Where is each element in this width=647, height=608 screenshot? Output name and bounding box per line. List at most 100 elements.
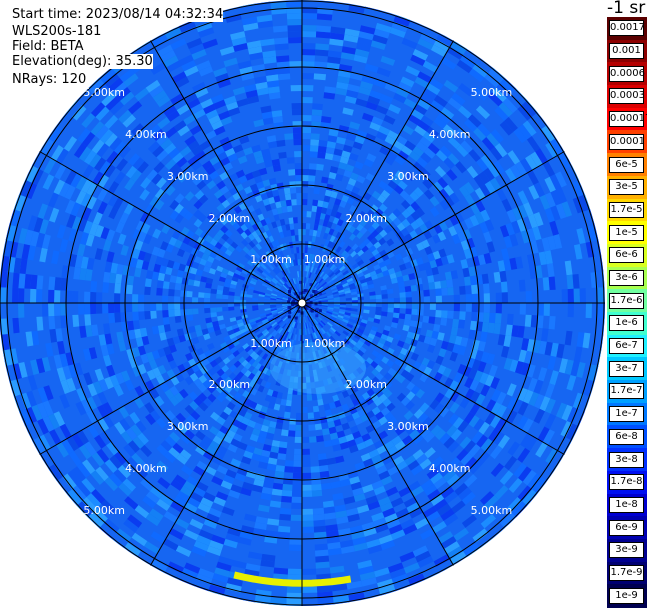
range-gate [399,292,405,298]
colorbar-tick-label: 0.0017 [609,20,644,36]
range-gate [127,321,134,331]
range-gate [313,520,325,527]
range-gate [289,418,296,424]
range-gate [446,279,453,288]
range-gate [307,211,312,217]
range-gate [310,145,319,152]
range-gate [466,294,472,303]
range-gate [180,309,186,316]
range-gate [302,407,308,413]
colorbar-tick-label: 1e-6 [609,315,644,331]
range-gate [302,169,309,175]
colorbar-tick-label: 0.00017 [609,111,644,127]
range-gate [382,307,388,312]
range-gate [472,294,478,303]
range-gate [284,412,291,419]
range-gate [471,312,478,321]
range-gate [187,279,194,286]
range-gate [292,103,302,109]
range-label: 4.00km [429,462,471,475]
range-gate [108,313,115,323]
range-gate [126,285,133,294]
colorbar-tick-label: 0.0001 [609,134,644,150]
range-gate [370,295,376,299]
range-gate [302,175,309,181]
range-gate [525,315,532,327]
range-gate [311,133,320,140]
range-gate [422,316,429,323]
range-gate [312,394,318,401]
range-gate [48,316,55,330]
range-gate [144,311,151,320]
range-gate [598,287,604,303]
range-gate [302,43,316,49]
range-gate [163,317,170,325]
range-gate [293,473,302,479]
range-gate [321,422,329,429]
range-gate [291,85,302,91]
range-gate [302,73,314,79]
range-gate [291,503,302,509]
range-gate [292,109,302,115]
range-gate [36,289,42,303]
range-gate [285,460,294,467]
colorbar-tick-label: 1e-5 [609,225,644,241]
range-gate [72,315,79,327]
colorbar-tick-label: 3e-6 [609,270,644,286]
range-gate [48,303,54,316]
range-gate [302,587,317,593]
range-gate [309,163,317,170]
range-gate [273,25,288,32]
range-gate [430,303,436,310]
range-gate [66,291,72,303]
range-gate [400,298,406,303]
near-range-clutter [288,315,291,318]
range-gate [162,310,169,318]
range-gate [293,133,302,139]
range-gate [465,285,472,294]
range-gate [376,299,382,303]
range-gate [186,309,192,315]
range-gate [0,287,6,303]
range-gate [127,275,134,285]
range-gate [291,199,297,205]
range-gate [280,508,291,515]
range-gate [24,274,31,289]
range-gate [435,288,442,296]
range-gate [296,193,302,199]
near-range-clutter [312,290,315,293]
range-gate [288,569,302,575]
range-gate [216,294,222,299]
range-label: 1.00km [250,337,292,350]
colorbar-tick-label: 0.001 [609,43,644,59]
range-gate [314,73,326,80]
range-gate [289,181,296,187]
range-gate [281,429,289,436]
range-gate [30,289,36,303]
range-gate [319,459,328,466]
range-gate [276,55,289,62]
range-gate [163,281,170,289]
near-range-clutter [295,317,298,320]
colorbar-tick-label: 1e-7 [609,406,644,422]
range-gate [222,307,228,311]
range-gate [440,318,447,326]
range-gate [287,587,302,593]
range-gate [138,303,144,312]
colorbar-tick-label: 6e-7 [609,338,644,354]
range-gate [54,290,60,303]
range-gate [292,485,302,491]
range-gate [278,152,287,159]
range-gate [393,313,400,319]
range-gate [84,314,91,326]
range-gate [501,281,508,292]
range-gate [292,497,302,503]
range-gate [302,521,314,527]
range-gate [132,294,138,303]
range-gate [278,447,287,454]
range-gate [502,292,508,303]
colorbar-tick-label: 1.7e-8 [609,474,644,490]
range-gate [54,277,61,290]
range-gate [228,307,234,311]
range-gate [482,322,489,332]
